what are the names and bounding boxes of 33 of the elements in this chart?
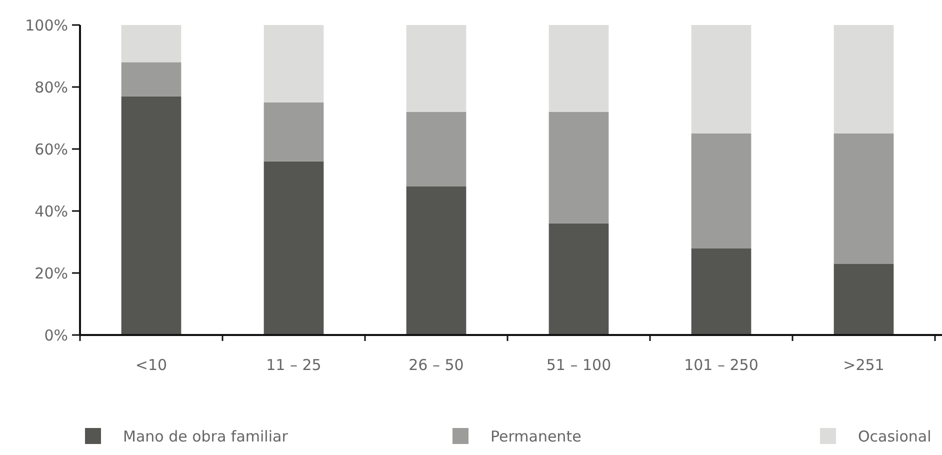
- legend-label: Mano de obra familiar: [123, 427, 289, 446]
- x-tick-label: >251: [843, 356, 884, 374]
- bar: [121, 96, 182, 335]
- y-tick-label: 20%: [34, 264, 68, 282]
- bar: [406, 25, 466, 112]
- bar: [264, 102, 324, 162]
- bar: [406, 112, 466, 186]
- bar: [121, 25, 182, 62]
- x-tick-label: 51 – 100: [546, 356, 612, 374]
- bar: [548, 223, 609, 335]
- y-tick-label: 100%: [25, 16, 68, 34]
- bar: [264, 25, 324, 102]
- bar: [834, 264, 894, 335]
- x-tick-label: 101 – 250: [684, 356, 758, 374]
- bar: [548, 112, 609, 224]
- y-tick-label: 40%: [34, 202, 68, 220]
- bar: [691, 25, 752, 134]
- bar: [691, 248, 752, 335]
- x-tick-label: 11 – 25: [266, 356, 322, 374]
- bar: [264, 161, 324, 335]
- bar: [834, 25, 894, 134]
- bar: [121, 62, 182, 96]
- bar: [691, 134, 752, 248]
- y-tick-label: 80%: [34, 78, 68, 96]
- bar: [834, 134, 894, 264]
- legend-label: Permanente: [490, 427, 582, 446]
- y-tick-label: 0%: [44, 326, 68, 344]
- y-tick-label: 60%: [34, 140, 68, 158]
- x-tick-label: 26 – 50: [408, 356, 464, 374]
- bar: [406, 186, 466, 335]
- bar: [548, 25, 609, 112]
- legend-label: Ocasional: [858, 427, 932, 446]
- x-tick-label: <10: [135, 356, 168, 374]
